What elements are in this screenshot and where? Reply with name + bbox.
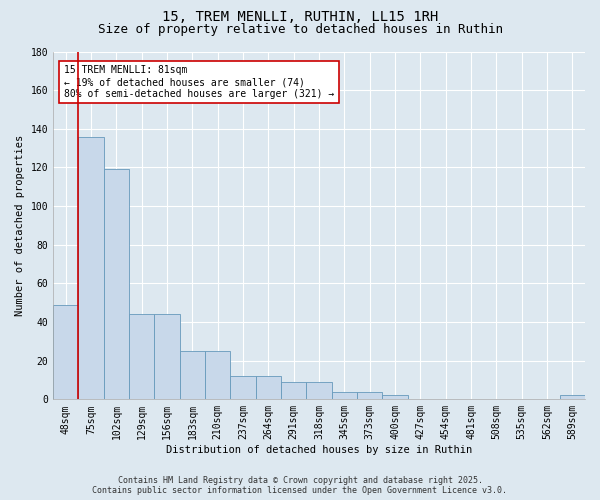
X-axis label: Distribution of detached houses by size in Ruthin: Distribution of detached houses by size …: [166, 445, 472, 455]
Bar: [256, 376, 281, 400]
Bar: [382, 396, 407, 400]
Bar: [560, 396, 585, 400]
Text: 15 TREM MENLLI: 81sqm
← 19% of detached houses are smaller (74)
80% of semi-deta: 15 TREM MENLLI: 81sqm ← 19% of detached …: [64, 66, 334, 98]
Text: 15, TREM MENLLI, RUTHIN, LL15 1RH: 15, TREM MENLLI, RUTHIN, LL15 1RH: [162, 10, 438, 24]
Bar: [307, 382, 332, 400]
Bar: [230, 376, 256, 400]
Bar: [104, 170, 129, 400]
Bar: [332, 392, 357, 400]
Bar: [205, 351, 230, 400]
Bar: [357, 392, 382, 400]
Bar: [179, 351, 205, 400]
Bar: [53, 304, 79, 400]
Bar: [79, 136, 104, 400]
Bar: [281, 382, 307, 400]
Y-axis label: Number of detached properties: Number of detached properties: [15, 135, 25, 316]
Bar: [129, 314, 154, 400]
Text: Size of property relative to detached houses in Ruthin: Size of property relative to detached ho…: [97, 22, 503, 36]
Text: Contains HM Land Registry data © Crown copyright and database right 2025.
Contai: Contains HM Land Registry data © Crown c…: [92, 476, 508, 495]
Bar: [154, 314, 179, 400]
